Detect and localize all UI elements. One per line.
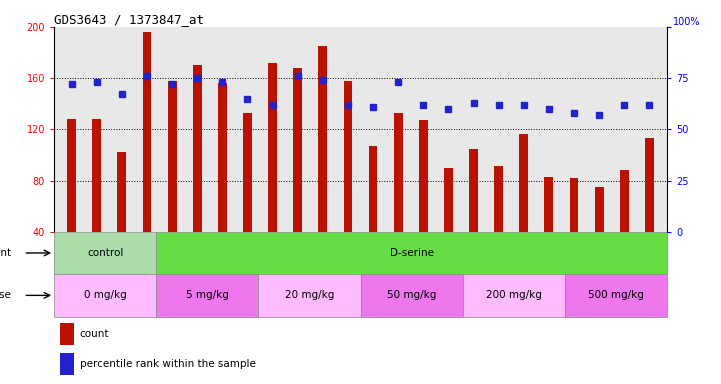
Text: 0 mg/kg: 0 mg/kg bbox=[84, 290, 126, 300]
Bar bbox=[469, 149, 478, 232]
Text: dose: dose bbox=[0, 290, 11, 300]
Bar bbox=[544, 177, 553, 232]
Text: control: control bbox=[87, 248, 123, 258]
Bar bbox=[565, 274, 667, 316]
Text: GDS3643 / 1373847_at: GDS3643 / 1373847_at bbox=[54, 13, 204, 26]
Text: 500 mg/kg: 500 mg/kg bbox=[588, 290, 644, 300]
Bar bbox=[463, 274, 565, 316]
Bar bbox=[67, 119, 76, 232]
Text: 200 mg/kg: 200 mg/kg bbox=[486, 290, 541, 300]
Bar bbox=[143, 32, 151, 232]
Bar bbox=[495, 167, 503, 232]
Bar bbox=[519, 134, 528, 232]
Text: count: count bbox=[80, 329, 110, 339]
Bar bbox=[258, 274, 360, 316]
Text: 100%: 100% bbox=[673, 17, 701, 27]
Text: 5 mg/kg: 5 mg/kg bbox=[186, 290, 229, 300]
Bar bbox=[268, 63, 277, 232]
Bar bbox=[54, 274, 156, 316]
Bar bbox=[570, 178, 578, 232]
Bar bbox=[193, 65, 202, 232]
Bar bbox=[620, 170, 629, 232]
Bar bbox=[368, 146, 378, 232]
Bar bbox=[595, 187, 603, 232]
Bar bbox=[61, 353, 74, 375]
Bar bbox=[156, 274, 258, 316]
Bar bbox=[645, 138, 654, 232]
Bar bbox=[92, 119, 101, 232]
Bar bbox=[293, 68, 302, 232]
Text: 20 mg/kg: 20 mg/kg bbox=[285, 290, 334, 300]
Bar bbox=[319, 46, 327, 232]
Bar bbox=[218, 83, 226, 232]
Bar bbox=[444, 168, 453, 232]
Bar bbox=[61, 323, 74, 345]
Bar bbox=[243, 113, 252, 232]
Bar bbox=[168, 81, 177, 232]
Bar bbox=[360, 274, 463, 316]
Text: 50 mg/kg: 50 mg/kg bbox=[387, 290, 436, 300]
Bar bbox=[118, 152, 126, 232]
Text: agent: agent bbox=[0, 248, 11, 258]
Text: percentile rank within the sample: percentile rank within the sample bbox=[80, 359, 256, 369]
Bar bbox=[343, 81, 353, 232]
Bar bbox=[54, 232, 156, 274]
Bar bbox=[419, 120, 428, 232]
Text: D-serine: D-serine bbox=[389, 248, 433, 258]
Bar bbox=[156, 232, 667, 274]
Bar bbox=[394, 113, 402, 232]
